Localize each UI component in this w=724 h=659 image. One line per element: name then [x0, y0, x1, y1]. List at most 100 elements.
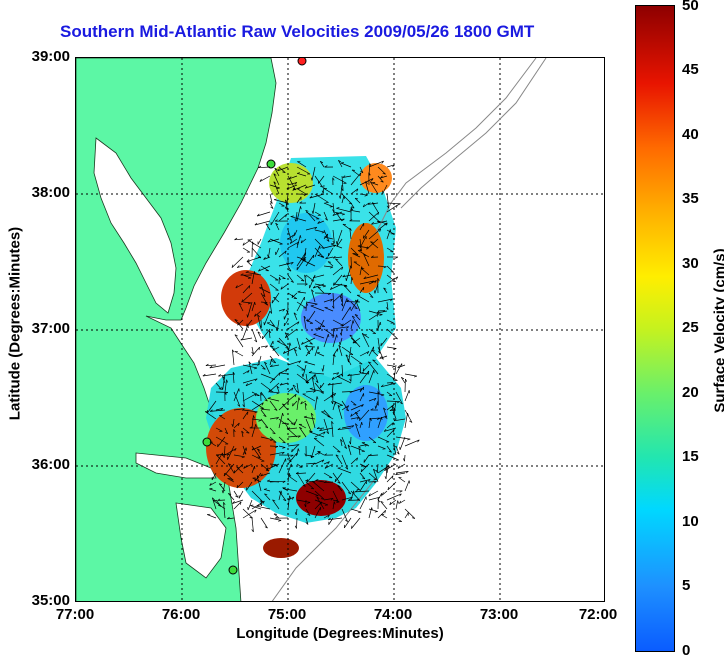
y-axis-title: Latitude (Degrees:Minutes): [6, 226, 24, 421]
velocity-vector-head: [209, 365, 213, 369]
velocity-vector: [341, 193, 353, 205]
velocity-vector-head: [305, 479, 309, 482]
velocity-vector: [273, 181, 280, 195]
velocity-vector: [260, 418, 269, 429]
velocity-vector-head: [257, 331, 261, 334]
velocity-vector-head: [341, 266, 344, 270]
velocity-vector: [232, 418, 235, 427]
velocity-vector-head: [323, 431, 326, 435]
velocity-vector: [368, 211, 381, 223]
velocity-vector: [274, 168, 280, 177]
velocity-vector: [289, 175, 298, 180]
velocity-vector: [234, 319, 244, 330]
velocity-vector-head: [335, 258, 339, 261]
velocity-vector: [307, 310, 316, 322]
velocity-vector: [263, 256, 271, 260]
radar-site-marker[interactable]: [202, 437, 212, 447]
velocity-vector: [254, 220, 271, 226]
velocity-vector: [257, 314, 262, 330]
map-plot-area[interactable]: [75, 57, 605, 602]
velocity-vector-head: [320, 256, 324, 258]
velocity-vector-head: [331, 421, 334, 424]
velocity-vector-head: [379, 228, 382, 232]
radar-site-marker[interactable]: [297, 58, 307, 66]
velocity-vector: [269, 463, 277, 465]
velocity-vector: [314, 396, 318, 411]
velocity-vector: [368, 310, 383, 316]
velocity-vector: [257, 448, 262, 456]
velocity-vector: [284, 332, 289, 339]
velocity-vector-head: [324, 235, 328, 238]
velocity-vector-head: [321, 247, 325, 249]
velocity-vector: [380, 337, 388, 347]
velocity-vector-head: [209, 488, 213, 490]
velocity-vector: [234, 351, 244, 357]
velocity-vector: [368, 211, 380, 222]
velocity-vector-head: [356, 188, 359, 192]
velocity-vector: [363, 202, 370, 208]
velocity-vector: [385, 463, 388, 480]
velocity-vector-head: [267, 479, 271, 482]
velocity-vector: [294, 418, 298, 426]
velocity-vector: [287, 360, 302, 366]
velocity-vector: [275, 222, 280, 231]
velocity-vector: [321, 411, 334, 420]
velocity-vector-head: [256, 213, 260, 217]
velocity-vector: [386, 445, 392, 453]
velocity-vector: [266, 463, 280, 471]
velocity-vector: [332, 326, 349, 330]
velocity-vector: [344, 285, 352, 294]
velocity-vector: [363, 334, 370, 339]
velocity-vector-head: [371, 222, 374, 225]
velocity-vector-head: [262, 500, 265, 504]
velocity-vector-head: [331, 401, 334, 405]
velocity-vector-head: [292, 403, 294, 407]
velocity-vector-head: [285, 347, 289, 349]
velocity-vector-head: [344, 446, 347, 449]
velocity-vector-head: [304, 274, 307, 278]
velocity-vector-head: [292, 187, 295, 191]
velocity-vector-head: [234, 237, 238, 241]
velocity-hotspot: [360, 163, 392, 193]
velocity-vector-head: [221, 490, 224, 494]
velocity-vector-head: [223, 473, 226, 477]
velocity-vector: [332, 229, 335, 244]
velocity-vector: [295, 508, 298, 516]
velocity-vector-head: [258, 165, 262, 168]
velocity-vector: [397, 463, 406, 469]
velocity-vector-head: [269, 364, 273, 367]
velocity-vector: [350, 457, 358, 465]
velocity-vector-head: [347, 359, 349, 363]
velocity-vector: [386, 373, 398, 381]
velocity-vector-head: [322, 285, 326, 288]
velocity-vector: [247, 239, 262, 249]
velocity-vector-head: [380, 175, 383, 179]
velocity-vector: [350, 247, 359, 256]
radar-site-marker[interactable]: [266, 159, 276, 169]
velocity-vector-head: [272, 499, 276, 502]
velocity-vector-head: [360, 170, 364, 174]
velocity-vector-head: [288, 269, 292, 272]
velocity-vector-head: [268, 330, 272, 334]
velocity-vector: [381, 382, 397, 388]
velocity-vector-head: [317, 346, 319, 350]
velocity-vector-head: [241, 430, 244, 434]
velocity-vector: [387, 481, 397, 491]
velocity-vector: [296, 166, 311, 175]
velocity-vector-head: [373, 468, 376, 472]
velocity-vector-head: [271, 358, 273, 362]
radar-site-marker[interactable]: [228, 565, 238, 575]
velocity-vector: [246, 256, 262, 262]
velocity-vector: [352, 253, 361, 258]
velocity-vector-head: [265, 426, 269, 429]
velocity-vector-head: [388, 465, 390, 469]
velocity-vector: [331, 373, 343, 381]
velocity-vector-head: [312, 275, 316, 279]
velocity-vector-head: [351, 206, 355, 209]
velocity-vector-head: [312, 390, 316, 393]
velocity-vector-head: [281, 451, 285, 455]
velocity-vector: [338, 160, 343, 168]
velocity-vector-head: [369, 163, 372, 167]
velocity-vector: [251, 445, 262, 451]
velocity-vector: [386, 202, 401, 205]
